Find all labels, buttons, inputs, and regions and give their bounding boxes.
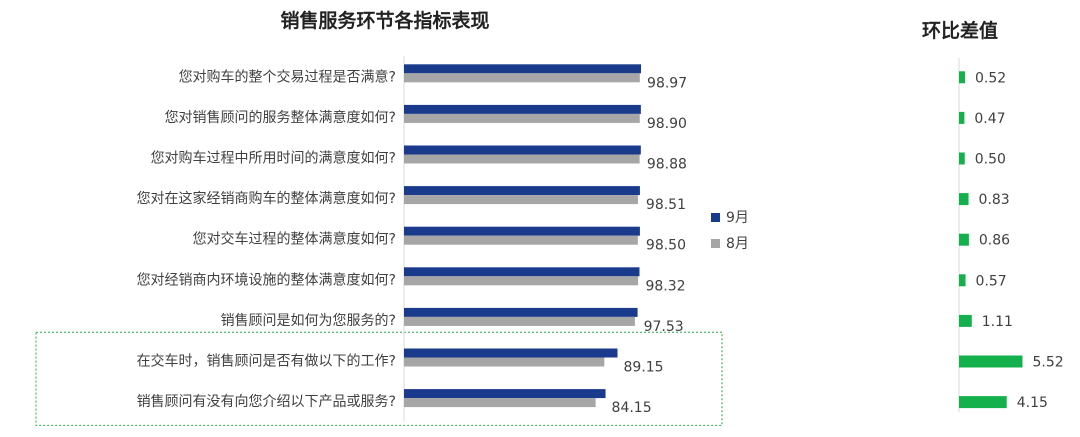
bar-diff: [959, 152, 965, 165]
data-label: 97.53: [644, 319, 684, 335]
data-label: 98.32: [645, 278, 685, 294]
bar-august: [404, 154, 640, 164]
bar-september: [404, 307, 638, 317]
bar-august: [404, 357, 605, 367]
bar-diff: [959, 314, 972, 327]
diff-chart-title: 环比差值: [922, 19, 998, 42]
category-label: 您对购车的整个交易过程是否满意?: [179, 68, 396, 85]
bar-august: [404, 316, 635, 326]
bar-september: [404, 267, 640, 277]
data-label: 84.15: [612, 400, 652, 416]
data-label: 89.15: [624, 360, 664, 376]
data-label: 98.51: [646, 197, 686, 213]
category-label: 销售顾问是如何为您服务的?: [221, 312, 396, 329]
category-label: 您对交车过程的整体满意度如何?: [193, 231, 396, 248]
bar-august: [404, 113, 640, 123]
bar-diff: [959, 111, 965, 124]
bar-august: [404, 276, 639, 286]
category-label: 在交车时，销售顾问是否有做以下的工作?: [137, 353, 396, 370]
diff-data-label: 0.50: [975, 152, 1006, 168]
category-label: 您对购车过程中所用时间的满意度如何?: [151, 150, 396, 167]
category-label: 销售顾问有没有向您介绍以下产品或服务?: [137, 393, 396, 410]
legend-swatch: [711, 239, 720, 248]
data-label: 98.50: [646, 238, 686, 254]
diff-data-label: 4.15: [1017, 395, 1048, 411]
bar-diff: [959, 71, 965, 84]
diff-plot: 0.52 0.47 0.50 0.83 0.86 0.57 1.11 5.52 4.15: [958, 58, 1064, 412]
diff-data-label: 5.52: [1032, 355, 1063, 371]
bar-september: [404, 348, 618, 358]
bar-diff: [959, 355, 1023, 368]
legend: 9月 8月: [711, 210, 749, 252]
bar-september: [404, 186, 640, 196]
category-label: 您对在这家经销商购车的整体满意度如何?: [137, 190, 396, 207]
diff-data-label: 1.11: [982, 314, 1013, 330]
legend-swatch: [711, 213, 720, 222]
category-label: 您对经销商内环境设施的整体满意度如何?: [137, 271, 396, 288]
legend-label: 8月: [726, 236, 749, 252]
bar-september: [404, 64, 642, 74]
diff-data-label: 0.83: [979, 192, 1010, 208]
diff-data-label: 0.86: [979, 233, 1010, 249]
highlight-box: [35, 331, 723, 426]
bar-september: [404, 104, 641, 114]
bar-september: [404, 389, 606, 399]
bar-august: [404, 235, 638, 245]
data-label: 98.90: [647, 116, 687, 132]
bar-september: [404, 145, 641, 155]
diff-data-label: 0.57: [976, 273, 1007, 289]
legend-label: 9月: [726, 210, 749, 226]
bar-diff: [959, 193, 969, 206]
category-label: 您对销售顾问的服务整体满意度如何?: [165, 109, 396, 126]
bar-september: [404, 226, 640, 236]
bar-diff: [959, 274, 966, 287]
bar-august: [404, 73, 640, 83]
main-plot: 您对购车的整个交易过程是否满意? 98.97 您对销售顾问的服务整体满意度如何? 98…: [35, 56, 723, 426]
data-label: 98.88: [647, 157, 687, 173]
bar-august: [404, 195, 638, 205]
bar-diff: [959, 396, 1007, 409]
bar-august: [404, 398, 596, 408]
main-chart-title: 销售服务环节各指标表现: [280, 9, 489, 32]
bar-diff: [959, 233, 969, 246]
data-label: 98.97: [647, 75, 687, 91]
diff-data-label: 0.47: [974, 111, 1005, 127]
diff-data-label: 0.52: [975, 70, 1006, 86]
